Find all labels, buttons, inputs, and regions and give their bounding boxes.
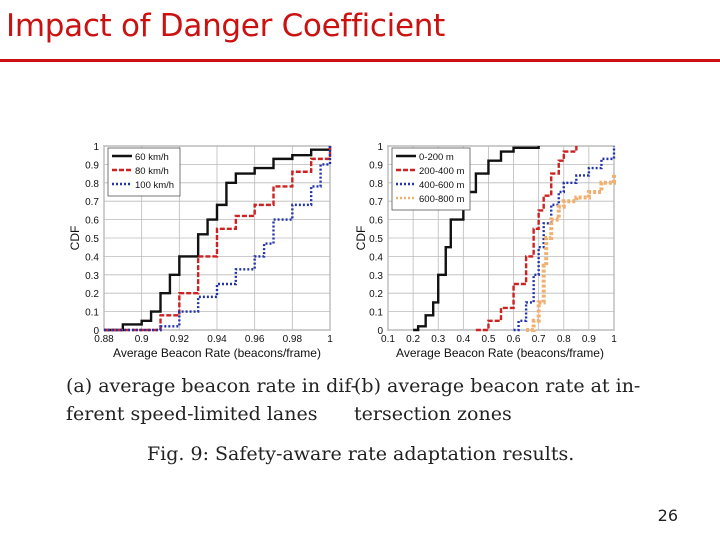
chart-b-x-tick-label: 0.2	[406, 334, 420, 345]
chart-a-x-tick-label: 0.88	[94, 334, 114, 345]
chart-b-y-tick-label: 0.5	[369, 234, 383, 245]
chart-b-y-tick-label: 0	[377, 326, 383, 337]
chart-b-x-tick-label: 1	[611, 334, 617, 345]
chart-b-legend: 0-200 m 200-400 m 400-600 m 600-800 m	[391, 147, 471, 211]
chart-b-legend-label: 0-200 m	[419, 152, 454, 163]
caption-b-line2: tersection zones	[354, 403, 512, 425]
chart-a-y-tick-label: 0.2	[85, 289, 99, 300]
caption-a-line2: ferent speed-limited lanes	[66, 403, 318, 425]
chart-b-legend-label: 200-400 m	[419, 166, 465, 177]
chart-b-ylabel: CDF	[354, 226, 368, 251]
chart-a-y-tick-label: 0.9	[85, 160, 99, 171]
chart-b-x-tick-label: 0.5	[481, 334, 495, 345]
chart-a: 0.88 0.9 0.92 0.94 0.96 0.98 1 0 0.1 0.2 0.3 0.4 0.…	[68, 142, 333, 360]
chart-a-xlabel: Average Beacon Rate (beacons/frame)	[113, 346, 321, 360]
chart-a-y-tick-label: 0.3	[85, 271, 99, 282]
chart-b-legend-box	[391, 147, 471, 211]
chart-a-x-tick-label: 0.9	[135, 334, 149, 345]
chart-b-series	[413, 146, 616, 332]
chart-a-x-ticks: 0.88 0.9 0.92 0.94 0.96 0.98 1	[94, 334, 333, 345]
chart-a-y-tick-label: 0.8	[85, 179, 99, 190]
chart-a-x-tick-label: 0.98	[283, 334, 303, 345]
chart-a-y-tick-label: 0.7	[85, 197, 99, 208]
chart-b-xlabel: Average Beacon Rate (beacons/frame)	[396, 346, 604, 360]
chart-b-legend-label: 600-800 m	[419, 194, 465, 205]
chart-b-series-line-1	[413, 146, 540, 332]
chart-b-x-tick-label: 0.4	[456, 334, 470, 345]
chart-b-x-tick-label: 0.8	[557, 334, 571, 345]
chart-b-x-tick-label: 0.1	[381, 334, 395, 345]
chart-a-y-tick-label: 0.5	[85, 234, 99, 245]
title-divider	[0, 59, 720, 62]
chart-a-x-tick-label: 0.96	[245, 334, 265, 345]
chart-a-x-tick-label: 0.92	[170, 334, 190, 345]
caption-b-line1: (b) average beacon rate at in-	[354, 375, 641, 397]
chart-a-x-tick-label: 1	[327, 334, 333, 345]
chart-b-y-tick-label: 0.1	[369, 308, 383, 319]
chart-a-series-line-2	[104, 146, 332, 332]
chart-a-legend: 60 km/h 80 km/h 100 km/h	[107, 147, 181, 197]
chart-a-y-tick-label: 0.1	[85, 308, 99, 319]
chart-b-legend-label: 400-600 m	[419, 180, 465, 191]
chart-a-series-line-3	[104, 146, 332, 332]
chart-b-y-tick-label: 0.7	[369, 197, 383, 208]
chart-a-legend-box	[107, 147, 181, 197]
figure-caption: Fig. 9: Safety-aware rate adaptation res…	[147, 443, 575, 465]
chart-b-x-tick-label: 0.9	[582, 334, 596, 345]
chart-b-y-tick-label: 0.9	[369, 160, 383, 171]
chart-a-y-tick-label: 1	[93, 142, 99, 153]
chart-b-x-tick-label: 0.3	[431, 334, 445, 345]
chart-b-series-line-2	[475, 146, 578, 332]
chart-b-y-tick-label: 0.6	[369, 216, 383, 227]
chart-b-y-tick-label: 0.8	[369, 179, 383, 190]
chart-a-y-ticks: 0 0.1 0.2 0.3 0.4 0.5 0.6 0.7 0.8 0.9 1	[85, 142, 99, 337]
chart-b-y-ticks: 0 0.1 0.2 0.3 0.4 0.5 0.6 0.7 0.8 0.9 1	[369, 142, 383, 337]
chart-a-legend-label: 60 km/h	[135, 152, 169, 163]
chart-b-y-tick-label: 0.3	[369, 271, 383, 282]
chart-b-y-tick-label: 1	[377, 142, 383, 153]
chart-b-x-tick-label: 0.6	[507, 334, 521, 345]
chart-b-y-tick-label: 0.4	[369, 252, 383, 263]
page-number: 26	[657, 506, 678, 525]
chart-a-y-tick-label: 0	[93, 326, 99, 337]
chart-a-grid	[103, 145, 331, 331]
chart-b-x-tick-label: 0.7	[532, 334, 546, 345]
chart-a-x-tick-label: 0.94	[207, 334, 227, 345]
chart-a-ylabel: CDF	[68, 226, 82, 251]
chart-b: 0.1 0.2 0.3 0.4 0.5 0.6 0.7 0.8 0.9 1 00.10.20.30…	[354, 142, 617, 360]
chart-a-legend-label: 80 km/h	[135, 166, 169, 177]
caption-a-line1: (a) average beacon rate in dif-	[66, 375, 358, 397]
chart-a-series	[104, 146, 332, 332]
chart-a-y-tick-label: 0.4	[85, 252, 99, 263]
chart-b-y-tick-label: 0.2	[369, 289, 383, 300]
chart-a-y-tick-label: 0.6	[85, 216, 99, 227]
chart-a-legend-label: 100 km/h	[135, 180, 174, 191]
chart-a-series-line-1	[104, 146, 332, 332]
chart-b-series-line-3	[513, 146, 616, 332]
chart-b-x-ticks: 0.1 0.2 0.3 0.4 0.5 0.6 0.7 0.8 0.9 1	[381, 334, 617, 345]
slide-title: Impact of Danger Coefficient	[6, 8, 445, 44]
